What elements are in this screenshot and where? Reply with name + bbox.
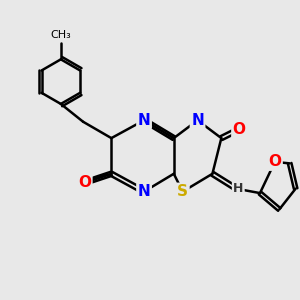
Text: N: N: [138, 184, 150, 199]
Text: O: O: [268, 154, 281, 169]
Text: S: S: [177, 184, 188, 199]
Text: H: H: [233, 182, 244, 195]
Text: O: O: [78, 175, 91, 190]
Text: N: N: [191, 113, 204, 128]
Text: N: N: [138, 113, 150, 128]
Text: O: O: [233, 122, 246, 137]
Text: CH₃: CH₃: [50, 30, 71, 40]
